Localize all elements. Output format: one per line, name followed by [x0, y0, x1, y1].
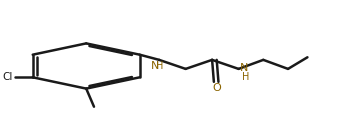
Text: O: O — [212, 83, 221, 93]
Text: Cl: Cl — [2, 72, 13, 82]
Text: N: N — [240, 63, 248, 73]
Text: N: N — [151, 61, 159, 71]
Text: H: H — [242, 72, 249, 82]
Text: H: H — [156, 60, 163, 70]
